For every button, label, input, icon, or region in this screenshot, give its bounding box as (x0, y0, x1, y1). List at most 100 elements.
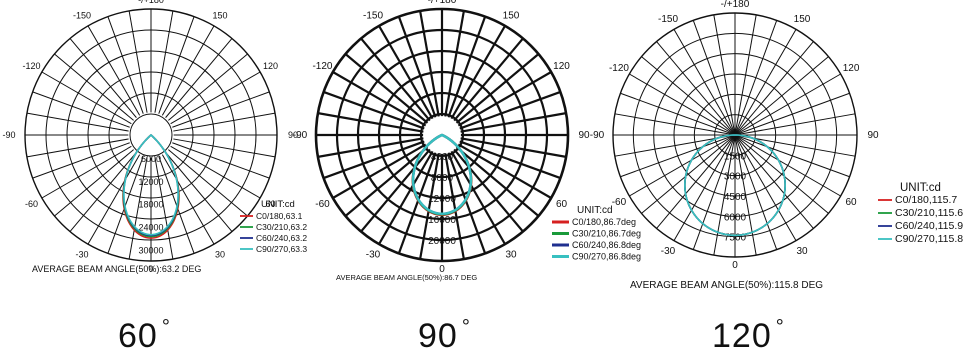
angle-label: 0 (732, 260, 738, 271)
angle-label: 30 (796, 246, 808, 257)
angle-label: -150 (658, 14, 678, 25)
radial-label: 16000 (428, 215, 456, 226)
grid-spoke (734, 92, 850, 136)
grid-spoke (170, 71, 261, 125)
grid-spoke (26, 112, 129, 132)
radial-label: 7500 (724, 233, 747, 244)
radial-label: 8000 (431, 173, 454, 184)
angle-label: 0 (148, 264, 153, 274)
grid-spoke (158, 16, 195, 114)
grid-spoke (734, 29, 797, 136)
angle-label: 150 (794, 14, 811, 25)
grid-spoke (614, 113, 736, 136)
angle-label: -60 (315, 199, 330, 210)
beam-label-60: 60 ° (118, 316, 171, 355)
legend-entry: C30/210,63.2 (256, 222, 307, 232)
radial-label: 30000 (138, 246, 163, 256)
grid-spoke (397, 152, 437, 254)
grid-spoke (165, 152, 233, 232)
beam-angle-caption: AVERAGE BEAM ANGLE(50%):115.8 DEG (630, 280, 823, 291)
grid-spoke (128, 157, 148, 260)
unit-label: UNIT:cd (261, 199, 295, 210)
grid-spoke (161, 154, 215, 245)
grid-spoke (734, 20, 778, 136)
series-line (411, 133, 473, 215)
grid-spoke (107, 16, 144, 114)
grid-spoke (450, 150, 506, 245)
radial-label: 12000 (138, 177, 163, 187)
angle-label: 150 (503, 10, 520, 21)
beam-label-90: 90 ° (418, 316, 471, 355)
grid-spoke (323, 140, 425, 180)
grid-spoke (323, 90, 425, 130)
grid-spoke (460, 137, 567, 158)
beam-angle-caption: AVERAGE BEAM ANGLE(50%):63.2 DEG (32, 264, 201, 274)
legend-entry: C60/240,63.2 (256, 233, 307, 243)
beam-angle-caption: AVERAGE BEAM ANGLE(50%):86.7 DEG (336, 273, 477, 282)
grid-spoke (54, 53, 134, 121)
angle-label: 90 (867, 130, 879, 141)
grid-spoke (172, 142, 270, 179)
legend-entry: C60/240,115.9 (895, 220, 963, 232)
angle-label: -120 (312, 61, 332, 72)
grid-spoke (69, 152, 137, 232)
angle-label: -120 (609, 63, 629, 74)
grid-spoke (317, 137, 424, 158)
grid-spoke (317, 112, 424, 133)
grid-spoke (128, 10, 148, 113)
grid-spoke (734, 73, 841, 136)
grid-spoke (154, 157, 174, 260)
radial-label: 4000 (431, 152, 454, 163)
unit-label: UNIT:cd (577, 205, 613, 216)
grid-spoke (170, 145, 261, 199)
angle-label: -90 (590, 130, 605, 141)
grid-spoke (447, 152, 487, 254)
grid-spoke (629, 134, 736, 197)
grid-spoke (457, 71, 552, 127)
grid-spoke (455, 146, 540, 217)
angle-label: 30 (215, 250, 225, 260)
legend-entry: C30/210,115.6 (895, 207, 963, 219)
grid-spoke (419, 10, 440, 117)
grid-spoke (165, 38, 233, 118)
angle-label: -90 (2, 130, 15, 140)
grid-spoke (87, 25, 141, 116)
radial-label: 12000 (428, 194, 456, 205)
angle-label: 60 (266, 199, 276, 209)
grid-spoke (713, 134, 736, 256)
angle-label: 60 (556, 199, 568, 210)
grid-spoke (69, 38, 137, 118)
grid-spoke (453, 37, 524, 122)
grid-spoke (641, 134, 736, 214)
angle-label: 0 (439, 264, 445, 275)
grid-spoke (54, 149, 134, 217)
grid-spoke (459, 90, 561, 130)
grid-spoke (360, 148, 431, 233)
grid-spoke (444, 153, 465, 260)
angle-label: -/+180 (138, 0, 164, 5)
grid-spoke (734, 134, 797, 241)
polar-chart-1: -/+180-150 150-120 120-90 90-60 60-30 3006000… (2, 0, 307, 274)
series-line (684, 134, 786, 237)
grid-spoke (459, 140, 561, 180)
grid-spoke (457, 143, 552, 199)
legend-entry: C0/180,63.1 (256, 211, 303, 221)
grid-spoke (87, 154, 141, 245)
grid-spoke (378, 150, 434, 245)
radial-label: 24000 (138, 223, 163, 233)
grid-spoke (713, 14, 736, 136)
grid-ring (129, 113, 173, 157)
radial-label: 6000 (141, 154, 161, 164)
grid-spoke (444, 10, 465, 117)
radial-label: 1500 (724, 151, 747, 162)
angle-label: -60 (612, 197, 627, 208)
unit-label: UNIT:cd (900, 182, 941, 194)
legend-entry: C0/180,86.7deg (572, 217, 636, 227)
grid-spoke (620, 92, 736, 136)
grid-spoke (154, 10, 174, 113)
grid-spoke (620, 134, 736, 178)
legend-entry: C90/270,86.8deg (572, 252, 641, 262)
grid-spoke (629, 73, 736, 136)
legend-entry: C90/270,63.3 (256, 244, 307, 254)
